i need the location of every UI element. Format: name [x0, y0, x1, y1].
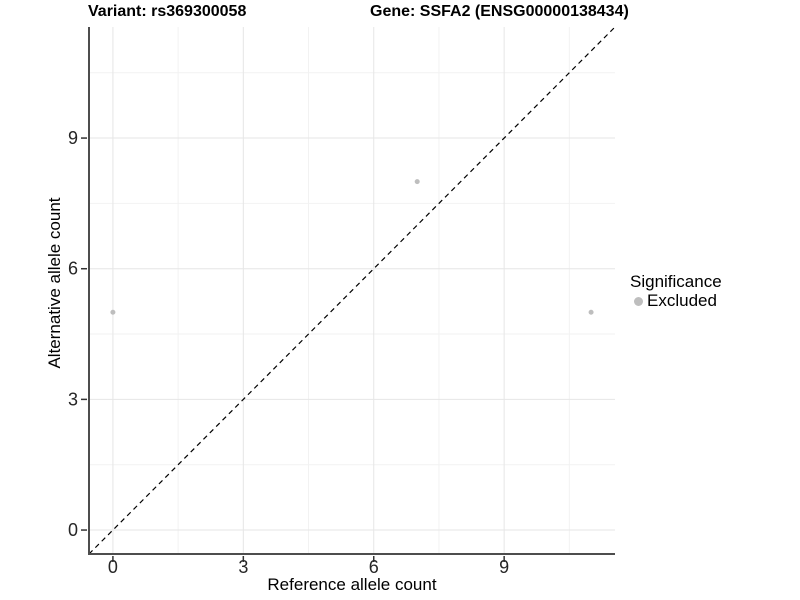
legend-item-excluded: Excluded	[630, 292, 722, 310]
x-axis-title: Reference allele count	[267, 575, 437, 594]
y-tick-label: 9	[68, 128, 78, 148]
legend-item-label: Excluded	[647, 291, 717, 310]
y-tick-label: 0	[68, 520, 78, 540]
identity-reference-line	[88, 26, 616, 555]
x-tick-label: 9	[499, 557, 509, 577]
x-tick-label: 6	[369, 557, 379, 577]
x-tick-label: 3	[238, 557, 248, 577]
legend: Significance Excluded	[630, 272, 722, 310]
data-point	[588, 309, 594, 315]
data-point	[414, 179, 420, 185]
x-tick-label: 0	[108, 557, 118, 577]
y-tick-label: 3	[68, 389, 78, 409]
y-tick-label: 6	[68, 259, 78, 279]
y-axis-title: Alternative allele count	[45, 197, 64, 369]
legend-point-icon	[634, 296, 643, 306]
plot-title-variant: Variant: rs369300058	[88, 3, 247, 20]
plot-title-gene: Gene: SSFA2 (ENSG00000138434)	[370, 3, 629, 20]
data-point	[110, 309, 116, 315]
legend-title: Significance	[630, 272, 722, 291]
